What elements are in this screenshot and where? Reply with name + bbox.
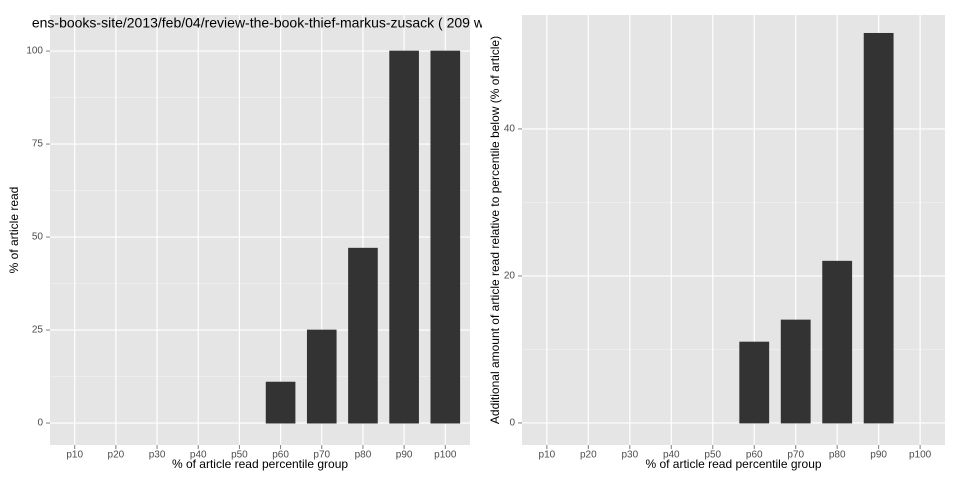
bar (430, 50, 461, 424)
y-tick-label: 100 (26, 46, 43, 57)
bar (348, 247, 378, 424)
y-tick-label: 25 (32, 325, 44, 336)
bar (822, 260, 853, 424)
y-axis-label: % of article read (7, 187, 21, 274)
y-tick-label: 40 (504, 124, 516, 135)
x-tick-label: p100 (909, 450, 932, 461)
x-axis-label: % of article read percentile group (645, 457, 821, 471)
title-clip: ens-books-site/2013/feb/04/review-the-bo… (32, 15, 504, 31)
x-tick-label: p90 (396, 450, 413, 461)
x-tick-label: p10 (539, 450, 556, 461)
y-tick-label: 50 (32, 232, 44, 243)
bar (863, 32, 894, 424)
bar (265, 381, 296, 424)
x-tick-label: p80 (355, 450, 372, 461)
x-tick-label: p50 (704, 450, 721, 461)
x-tick-label: p10 (66, 450, 83, 461)
x-tick-label: p30 (621, 450, 638, 461)
x-tick-label: p70 (787, 450, 804, 461)
y-tick-label: 0 (37, 418, 43, 429)
x-tick-label: p20 (108, 450, 125, 461)
y-tick-label: 20 (504, 271, 516, 282)
x-tick-label: p60 (746, 450, 763, 461)
x-tick-label: p70 (313, 450, 330, 461)
x-tick-label: p40 (190, 450, 207, 461)
bar (739, 341, 770, 424)
x-tick-label: p80 (829, 450, 846, 461)
x-tick-label: p90 (870, 450, 887, 461)
x-tick-label: p50 (231, 450, 248, 461)
x-tick-label: p40 (663, 450, 680, 461)
x-tick-label: p60 (272, 450, 289, 461)
bar (780, 319, 811, 424)
bar (389, 50, 419, 424)
bar (306, 329, 337, 424)
y-axis-label: Additional amount of article read relati… (488, 36, 502, 424)
x-tick-label: p30 (149, 450, 166, 461)
x-tick-label: p100 (434, 450, 457, 461)
chart-title: ens-books-site/2013/feb/04/review-the-bo… (32, 15, 504, 31)
y-tick-label: 0 (509, 418, 515, 429)
y-tick-label: 75 (32, 139, 44, 150)
x-axis-label: % of article read percentile group (172, 457, 348, 471)
x-tick-label: p20 (580, 450, 597, 461)
